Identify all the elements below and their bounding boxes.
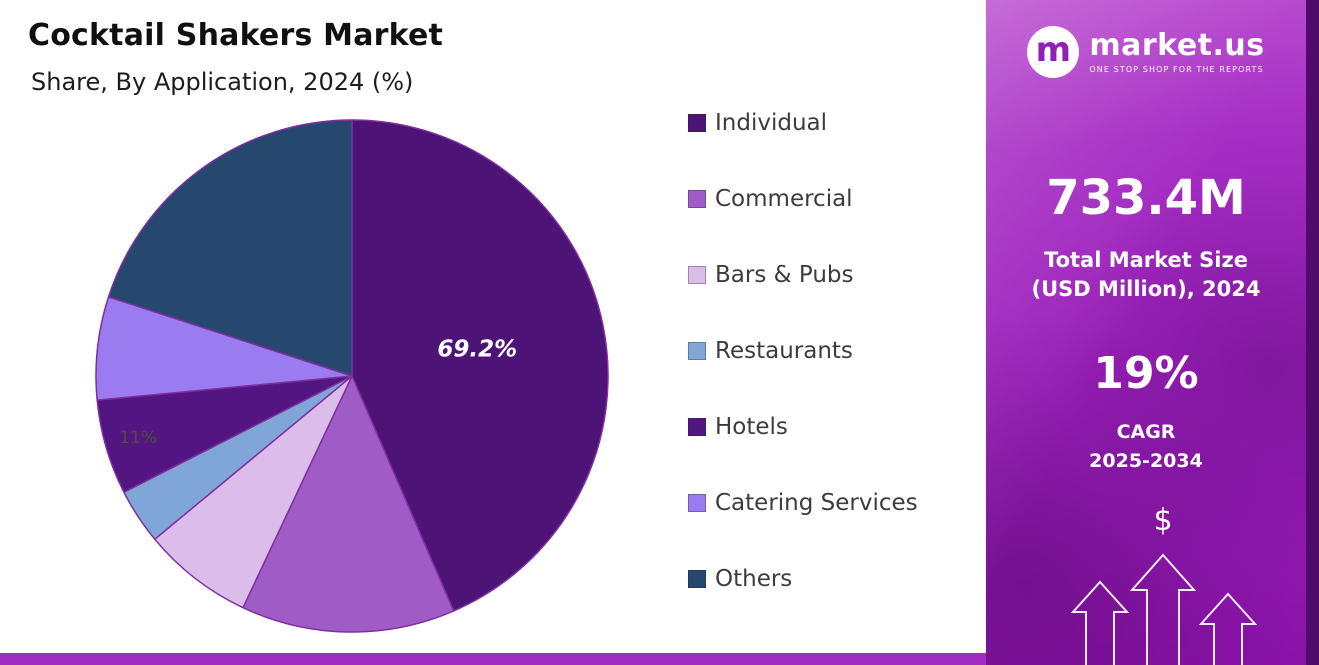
legend-label: Bars & Pubs [715,262,854,288]
brand-tagline: ONE STOP SHOP FOR THE REPORTS [1089,64,1264,74]
legend-item-individual: Individual [688,110,918,136]
market-us-logo-icon: m [1027,26,1080,78]
cagr-label-line2: 2025-2034 [1089,449,1203,472]
dollar-symbol: $ [1153,503,1173,538]
pie-chart: 69.2% 11% [95,119,609,633]
legend-item-catering-services: Catering Services [688,490,918,516]
legend-item-restaurants: Restaurants [688,338,918,364]
legend-swatch [688,570,706,588]
brand-panel: m market.us ONE STOP SHOP FOR THE REPORT… [986,0,1319,665]
pie-slice-others [107,119,353,377]
legend-item-bars-pubs: Bars & Pubs [688,262,918,288]
legend-label: Hotels [715,414,788,440]
growth-arrows-icon [1070,553,1258,665]
legend-swatch [688,190,706,208]
legend-item-commercial: Commercial [688,186,918,212]
logo-glyph: m [1035,30,1072,70]
legend-label: Individual [715,110,828,136]
brand-name: market.us [1089,27,1265,63]
pie-slice-commercial [242,375,455,633]
legend-swatch [688,494,706,512]
up-arrow-icon [1070,580,1130,665]
up-arrow-icon [1129,553,1197,665]
legend-item-others: Others [688,566,918,592]
legend-label: Others [715,566,793,592]
pie-slice-individual [351,119,609,612]
pie-slice-bars-pubs [154,375,353,609]
market-size-value: 733.4M [1046,170,1246,226]
legend-label: Commercial [715,186,853,212]
brand-text: market.us ONE STOP SHOP FOR THE REPORTS [1089,27,1265,74]
pie-slice-label-individual: 69.2% [437,337,517,363]
pie-slice-label-hotels: 11% [119,428,157,448]
cagr-label: CAGR 2025-2034 [986,418,1306,475]
legend-item-hotels: Hotels [688,414,918,440]
market-size-label-line1: Total Market Size [1044,248,1248,272]
market-size-label: Total Market Size (USD Million), 2024 [986,246,1306,305]
chart-title: Cocktail Shakers Market [28,18,444,53]
legend-label: Catering Services [715,490,918,516]
legend-swatch [688,266,706,284]
brand-header: m market.us ONE STOP SHOP FOR THE REPORT… [986,26,1306,78]
chart-legend: Individual Commercial Bars & Pubs Restauran… [688,110,918,642]
legend-swatch [688,418,706,436]
chart-subtitle: Share, By Application, 2024 (%) [31,68,414,96]
legend-swatch [688,114,706,132]
cagr-label-line1: CAGR [1116,421,1176,443]
legend-label: Restaurants [715,338,853,364]
right-edge-strip [1306,0,1319,665]
up-arrow-icon [1198,592,1258,665]
legend-swatch [688,342,706,360]
cagr-value: 19% [1093,348,1199,399]
market-size-label-line2: (USD Million), 2024 [1031,277,1261,302]
